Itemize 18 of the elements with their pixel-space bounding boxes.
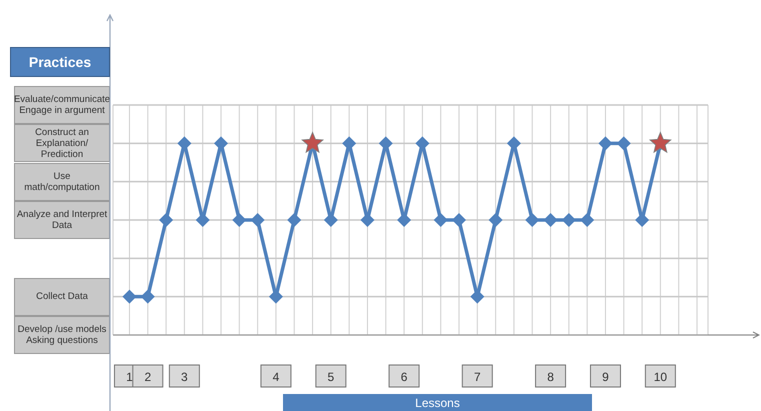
ref-line-label: Collect Data [36,291,88,302]
text: Practices [10,47,110,77]
x-tick-label: 3 [181,370,188,384]
x-tick-label: 8 [547,370,554,384]
x-tick-label: 10 [654,370,668,384]
ref-line-label: Evaluate/communicate Engage in argument [14,94,110,116]
ref-line-label: Construct an Explanation/ Prediction [15,126,109,160]
x-tick-label: 6 [400,370,408,384]
ref-line-label: Use math/computation [23,170,101,193]
x-tick-label: 4 [272,370,280,384]
x-tick-label: 2 [144,370,152,384]
x-tick-label: 5 [328,370,335,384]
x-tick-label: 1 [126,370,134,384]
x-axis-title: Lessons [283,394,592,411]
ref-line-label: Develop /use models Asking questions [16,324,108,346]
x-tick-label: 9 [602,370,610,384]
ref-line-label: Analyze and Interpret Data [16,209,108,231]
x-tick-label: 7 [474,370,481,384]
